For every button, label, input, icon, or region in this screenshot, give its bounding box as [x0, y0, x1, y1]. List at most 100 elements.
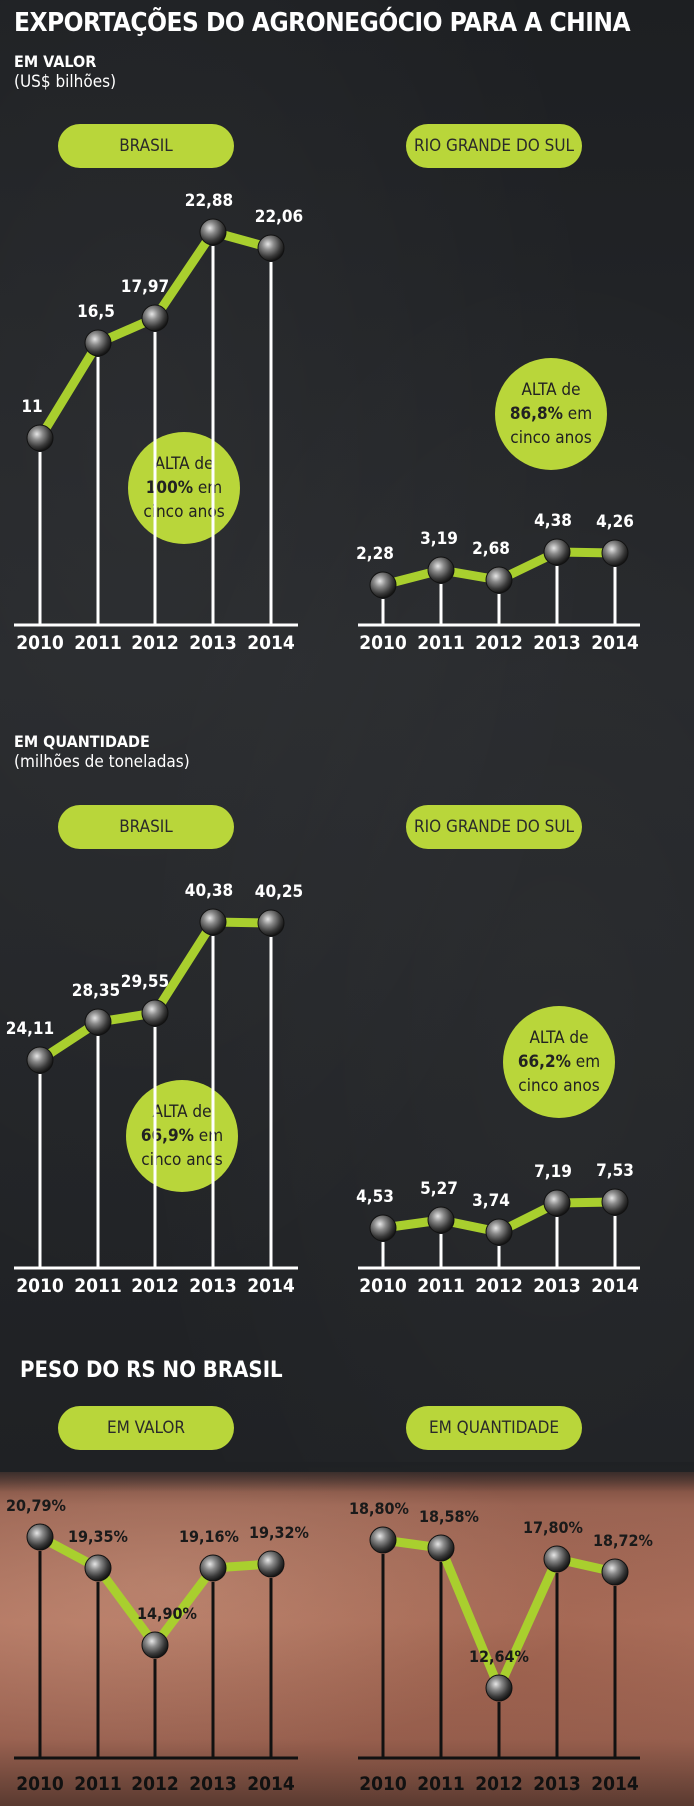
valor_brasil-label-2011: 16,5 — [77, 302, 115, 322]
valor_rs-point-2010 — [369, 571, 397, 599]
pill-valor-rs: RIO GRANDE DO SUL — [406, 124, 582, 168]
qtd_brasil-point-2012 — [141, 999, 169, 1027]
valor_brasil-tick-2010: 2010 — [16, 632, 64, 654]
section-valor-unit: (US$ bilhões) — [14, 72, 117, 92]
qtd_rs-label-2012: 3,74 — [472, 1191, 510, 1211]
valor_brasil-label-2010: 11 — [21, 397, 42, 417]
valor_brasil-tick-2011: 2011 — [74, 632, 122, 654]
peso_valor-point-2013 — [199, 1554, 227, 1582]
qtd_rs-tick-2010: 2010 — [359, 1275, 407, 1297]
valor_rs-tick-2012: 2012 — [475, 632, 523, 654]
peso_qtd-tick-2013: 2013 — [533, 1773, 581, 1795]
peso_valor-label-2013: 19,16% — [179, 1527, 239, 1546]
peso_valor-point-2011 — [84, 1554, 112, 1582]
valor_rs-label-2014: 4,26 — [596, 512, 634, 532]
peso_valor-label-2011: 19,35% — [68, 1527, 128, 1546]
peso_valor-tick-2014: 2014 — [247, 1773, 295, 1795]
qtd_rs-tick-2013: 2013 — [533, 1275, 581, 1297]
peso_qtd-tick-2012: 2012 — [475, 1773, 523, 1795]
valor_rs-point-2011 — [427, 556, 455, 584]
pill-valor-brasil: BRASIL — [58, 124, 234, 168]
valor_rs-label-2013: 4,38 — [534, 511, 572, 531]
qtd_rs-point-2012 — [485, 1218, 513, 1246]
valor_rs-point-2014 — [601, 539, 629, 567]
valor_brasil-tick-2013: 2013 — [189, 632, 237, 654]
valor_rs-point-2013 — [543, 538, 571, 566]
qtd_rs-label-2011: 5,27 — [420, 1179, 458, 1199]
qtd_rs-tick-2014: 2014 — [591, 1275, 639, 1297]
valor_brasil-label-2012: 17,97 — [121, 277, 169, 297]
valor_rs-tick-2014: 2014 — [591, 632, 639, 654]
valor_rs-label-2011: 3,19 — [420, 529, 458, 549]
peso_qtd-label-2013: 17,80% — [523, 1518, 583, 1537]
pill-peso-qtd: EM QUANTIDADE — [406, 1406, 582, 1450]
background-fade — [0, 1462, 694, 1492]
valor_rs-label-2010: 2,28 — [356, 544, 394, 564]
qtd_rs-label-2010: 4,53 — [356, 1187, 394, 1207]
peso_qtd-point-2014 — [601, 1558, 629, 1586]
qtd_rs-label-2014: 7,53 — [596, 1161, 634, 1181]
qtd_rs-point-2013 — [543, 1189, 571, 1217]
valor_brasil-point-2014 — [257, 234, 285, 262]
qtd_brasil-label-2014: 40,25 — [255, 882, 303, 902]
qtd_brasil-label-2010: 24,11 — [6, 1019, 54, 1039]
peso_valor-tick-2011: 2011 — [74, 1773, 122, 1795]
qtd_brasil-label-2013: 40,38 — [185, 881, 233, 901]
valor_rs-tick-2010: 2010 — [359, 632, 407, 654]
peso_valor-tick-2012: 2012 — [131, 1773, 179, 1795]
qtd_brasil-point-2010 — [26, 1046, 54, 1074]
valor_brasil-tick-2012: 2012 — [131, 632, 179, 654]
valor_rs-tick-2011: 2011 — [417, 632, 465, 654]
qtd_brasil-label-2011: 28,35 — [72, 981, 120, 1001]
valor_brasil-tick-2014: 2014 — [247, 632, 295, 654]
badge-valor-rs: ALTA de 86,8% em cinco anos — [495, 358, 607, 470]
qtd_brasil-tick-2012: 2012 — [131, 1275, 179, 1297]
peso_valor-label-2010: 20,79% — [6, 1496, 66, 1515]
qtd_brasil-tick-2013: 2013 — [189, 1275, 237, 1297]
qtd_rs-label-2013: 7,19 — [534, 1162, 572, 1182]
peso_qtd-label-2011: 18,58% — [419, 1507, 479, 1526]
qtd_brasil-tick-2010: 2010 — [16, 1275, 64, 1297]
pill-peso-valor: EM VALOR — [58, 1406, 234, 1450]
valor_brasil-point-2013 — [199, 218, 227, 246]
peso_qtd-point-2010 — [369, 1526, 397, 1554]
peso_qtd-point-2011 — [427, 1534, 455, 1562]
peso_qtd-tick-2010: 2010 — [359, 1773, 407, 1795]
qtd_brasil-tick-2014: 2014 — [247, 1275, 295, 1297]
section-valor-heading: EM VALOR — [14, 52, 97, 71]
valor_brasil-point-2010 — [26, 424, 54, 452]
valor_brasil-label-2014: 22,06 — [255, 207, 303, 227]
peso_valor-tick-2013: 2013 — [189, 1773, 237, 1795]
peso_qtd-label-2012: 12,64% — [469, 1647, 529, 1666]
qtd_rs-point-2010 — [369, 1214, 397, 1242]
pill-qtd-brasil: BRASIL — [58, 805, 234, 849]
peso_qtd-label-2010: 18,80% — [349, 1499, 409, 1518]
valor_rs-point-2012 — [485, 566, 513, 594]
valor_rs-tick-2013: 2013 — [533, 632, 581, 654]
badge-qtd-rs: ALTA de 66,2% em cinco anos — [503, 1006, 615, 1118]
section-peso-heading: PESO DO RS NO BRASIL — [20, 1358, 283, 1383]
background-dark — [0, 0, 694, 1480]
peso_valor-point-2014 — [257, 1550, 285, 1578]
valor_brasil-point-2012 — [141, 304, 169, 332]
peso_valor-label-2014: 19,32% — [249, 1523, 309, 1542]
qtd_rs-point-2011 — [427, 1206, 455, 1234]
qtd_brasil-point-2011 — [84, 1008, 112, 1036]
section-quantidade-heading: EM QUANTIDADE — [14, 732, 150, 751]
section-quantidade-unit: (milhões de toneladas) — [14, 752, 190, 772]
peso_qtd-point-2012 — [485, 1674, 513, 1702]
page-title: EXPORTAÇÕES DO AGRONEGÓCIO PARA A CHINA — [14, 8, 631, 38]
valor_brasil-label-2013: 22,88 — [185, 191, 233, 211]
qtd_rs-tick-2011: 2011 — [417, 1275, 465, 1297]
pill-qtd-rs: RIO GRANDE DO SUL — [406, 805, 582, 849]
peso_valor-point-2012 — [141, 1631, 169, 1659]
qtd_brasil-tick-2011: 2011 — [74, 1275, 122, 1297]
background-clay — [0, 1472, 694, 1806]
peso_valor-tick-2010: 2010 — [16, 1773, 64, 1795]
valor_brasil-point-2011 — [84, 329, 112, 357]
badge-valor-brasil: ALTA de 100% em cinco anos — [128, 432, 240, 544]
qtd_rs-point-2014 — [601, 1188, 629, 1216]
peso_valor-label-2012: 14,90% — [137, 1604, 197, 1623]
peso_qtd-point-2013 — [543, 1545, 571, 1573]
